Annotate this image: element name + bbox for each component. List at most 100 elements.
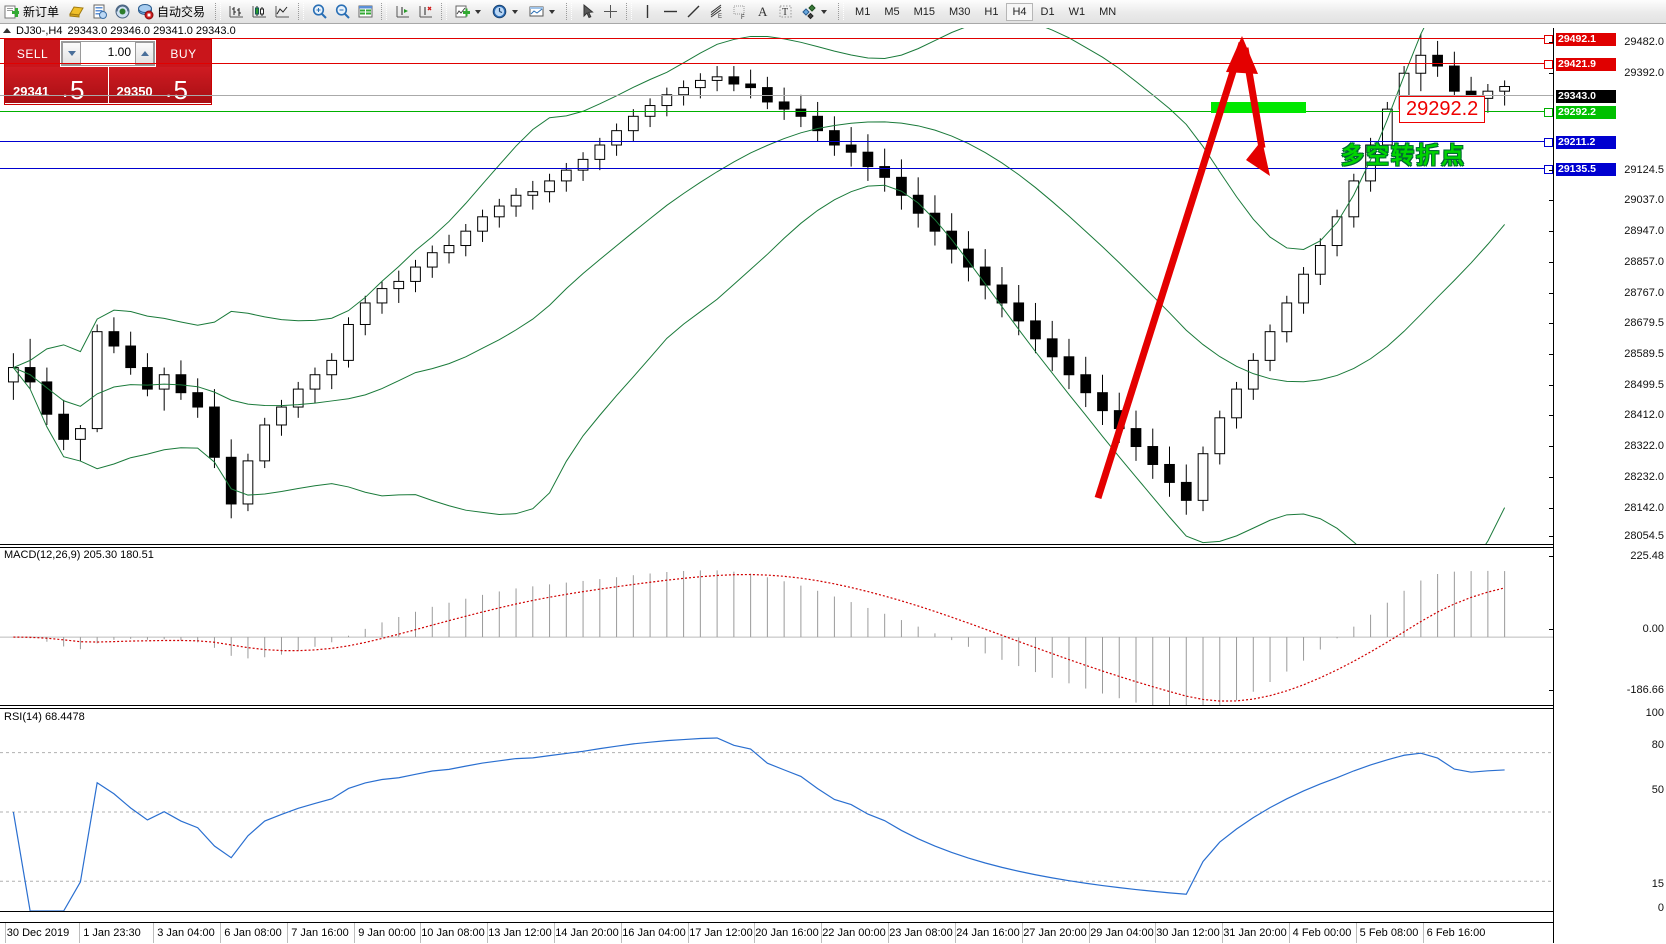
chevron-down-icon[interactable]	[549, 9, 556, 14]
axis-tick	[1549, 323, 1553, 324]
navigator-button[interactable]	[111, 1, 134, 22]
time-axis-separator	[287, 923, 288, 943]
macd-chart-canvas[interactable]	[0, 549, 1553, 705]
hline-handle[interactable]	[1544, 108, 1553, 117]
trendline-button[interactable]	[682, 1, 705, 22]
macd-indicator-label: MACD(12,26,9) 205.30 180.51	[4, 549, 154, 561]
sell-button[interactable]: SELL	[5, 40, 60, 67]
one-click-trading-panel: SELL 1.00 BUY 29341 . 5 29350 . 5	[4, 39, 212, 105]
macd-axis-label: -186.66	[1626, 684, 1664, 696]
chevron-down-icon[interactable]	[821, 9, 828, 14]
price-tag[interactable]: 29343.0	[1556, 90, 1616, 103]
chart-shift-button[interactable]	[391, 1, 414, 22]
indicators-button[interactable]	[451, 1, 488, 22]
auto-trading-label: 自动交易	[157, 5, 206, 19]
one-click-price-row: 29341 . 5 29350 . 5	[5, 67, 211, 103]
data-window-button[interactable]	[354, 1, 377, 22]
volume-increase-button[interactable]	[135, 42, 154, 65]
time-axis-label: 30 Jan 12:00	[1156, 927, 1220, 939]
timeframe-h1[interactable]: H1	[984, 5, 999, 18]
text-label-icon: T	[777, 3, 794, 20]
chinese-annotation-note[interactable]: 多空转折点	[1341, 143, 1466, 169]
auto-trading-button[interactable]: 自动交易	[134, 1, 211, 22]
axis-tick	[1549, 415, 1553, 416]
resistance-line-29421[interactable]	[0, 63, 1553, 64]
time-axis-separator	[554, 923, 555, 943]
zoom-in-button[interactable]	[308, 1, 331, 22]
new-order-button[interactable]: 新订单	[0, 1, 65, 22]
price-axis-label: 28857.0	[1624, 256, 1664, 268]
timeframe-m1[interactable]: M1	[855, 5, 871, 18]
cursor-button[interactable]	[576, 1, 599, 22]
timeframe-mn[interactable]: MN	[1099, 5, 1117, 18]
price-annotation-box[interactable]: 29292.2	[1399, 96, 1486, 123]
support-line-29211[interactable]	[0, 141, 1553, 142]
pivot-line-29292[interactable]	[0, 111, 1553, 112]
macd-axis-label: 225.48	[1630, 550, 1664, 562]
price-tag[interactable]: 29492.1	[1556, 33, 1616, 46]
timeframe-m30[interactable]: M30	[949, 5, 971, 18]
time-axis-separator	[1356, 923, 1357, 943]
rsi-pane-bottom-border	[0, 911, 1553, 912]
timeframe-h4[interactable]: H4	[1006, 2, 1033, 21]
auto-scroll-button[interactable]	[414, 1, 437, 22]
profiles-icon	[68, 3, 85, 20]
timeframe-m15[interactable]: M15	[913, 5, 935, 18]
sell-price-tile[interactable]: 29341 . 5	[5, 67, 108, 103]
support-line-29135[interactable]	[0, 168, 1553, 169]
trend-arrow-drawing[interactable]	[1080, 28, 1300, 508]
svg-text:A: A	[758, 4, 768, 19]
time-axis-separator	[754, 923, 755, 943]
macd-pane-bottom-border	[0, 705, 1553, 706]
crosshair-button[interactable]	[599, 1, 622, 22]
timeframe-w1[interactable]: W1	[1068, 5, 1086, 18]
price-tag[interactable]: 29292.2	[1556, 106, 1616, 119]
buy-price-tile[interactable]: 29350 . 5	[108, 67, 211, 103]
time-axis-separator	[621, 923, 622, 943]
text-label-button[interactable]: T	[774, 1, 797, 22]
time-axis-label: 20 Jan 16:00	[755, 927, 819, 939]
volume-stepper[interactable]: 1.00	[61, 41, 155, 66]
axis-tick	[1549, 231, 1553, 232]
volume-value[interactable]: 1.00	[107, 45, 131, 59]
vline-button[interactable]	[636, 1, 659, 22]
hline-handle[interactable]	[1544, 60, 1553, 69]
price-tag[interactable]: 29135.5	[1556, 163, 1616, 176]
timeframe-m5[interactable]: M5	[884, 5, 900, 18]
period-button[interactable]	[488, 1, 525, 22]
shapes-button[interactable]	[797, 1, 834, 22]
hline-button[interactable]	[659, 1, 682, 22]
price-chart-canvas[interactable]	[0, 28, 1553, 544]
templates-button[interactable]	[525, 1, 562, 22]
chevron-down-icon[interactable]	[475, 9, 482, 14]
chevron-down-icon[interactable]	[512, 9, 519, 14]
price-axis-label: 29392.0	[1624, 67, 1664, 79]
bar-chart-button[interactable]	[225, 1, 248, 22]
axis-tick	[1549, 629, 1553, 630]
time-axis[interactable]	[0, 922, 1553, 944]
price-tag[interactable]: 29421.9	[1556, 58, 1616, 71]
market-watch-button[interactable]	[88, 1, 111, 22]
time-axis-label: 6 Feb 16:00	[1426, 927, 1486, 939]
hline-handle[interactable]	[1544, 138, 1553, 147]
current-price-line	[0, 95, 1553, 96]
price-tag[interactable]: 29211.2	[1556, 136, 1616, 149]
profiles-button[interactable]	[65, 1, 88, 22]
hline-handle[interactable]	[1544, 165, 1553, 174]
line-chart-button[interactable]	[271, 1, 294, 22]
fibonacci-button[interactable]: E	[705, 1, 728, 22]
equidistant-channel-button[interactable]: F	[728, 1, 751, 22]
collapse-triangle-icon[interactable]	[3, 28, 11, 33]
rsi-chart-canvas[interactable]	[0, 710, 1553, 911]
volume-decrease-button[interactable]	[62, 42, 81, 65]
candlestick-chart-button[interactable]	[248, 1, 271, 22]
zoom-out-icon	[334, 3, 351, 20]
hline-handle[interactable]	[1544, 35, 1553, 44]
text-button[interactable]: A	[751, 1, 774, 22]
zoom-out-button[interactable]	[331, 1, 354, 22]
timeframe-d1[interactable]: D1	[1040, 5, 1055, 18]
axis-tick	[1549, 73, 1553, 74]
buy-button[interactable]: BUY	[156, 40, 211, 67]
time-axis-separator	[5, 923, 6, 943]
resistance-line-29492[interactable]	[0, 38, 1553, 39]
